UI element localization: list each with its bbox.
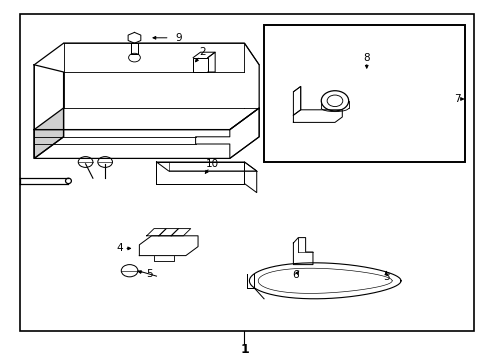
- Text: 4: 4: [116, 243, 123, 253]
- Text: 9: 9: [175, 33, 182, 43]
- Text: 5: 5: [145, 269, 152, 279]
- Text: 2: 2: [199, 47, 206, 57]
- Text: 1: 1: [240, 343, 248, 356]
- Text: 8: 8: [363, 53, 369, 63]
- Text: 3: 3: [382, 272, 389, 282]
- Text: 7: 7: [453, 94, 460, 104]
- Bar: [20, 14, 473, 331]
- Text: 6: 6: [292, 270, 299, 280]
- Polygon shape: [34, 108, 63, 158]
- Text: 10: 10: [206, 159, 219, 169]
- Bar: [264, 25, 464, 162]
